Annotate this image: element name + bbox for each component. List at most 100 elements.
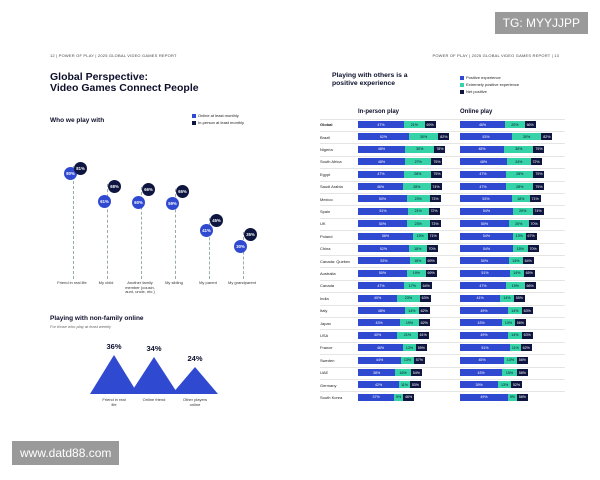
stem-line: [106, 184, 108, 279]
category-label: My child: [98, 280, 114, 285]
segment-net-positive: 55%: [513, 294, 525, 302]
country-label: Nigeria: [320, 147, 333, 152]
segment-positive: 46%: [460, 121, 506, 128]
segment-extremely-positive: 17%: [404, 282, 421, 290]
segment-positive: 47%: [358, 121, 405, 128]
segment-positive: 47%: [460, 282, 507, 290]
country-label: Sweden: [320, 357, 335, 363]
country-label: Egypt: [320, 171, 331, 177]
row-divider: [320, 341, 565, 343]
row-divider: [320, 292, 565, 294]
bubble-online: 30%: [234, 239, 247, 253]
online-bar: 43% 15% 58%: [460, 369, 528, 376]
bubble-online: 41%: [200, 223, 213, 237]
segment-net-positive: 71%: [529, 195, 541, 203]
segment-extremely-positive: 18%: [511, 195, 530, 203]
online-bar: 54% 20% 74%: [460, 207, 544, 215]
in-person-bar: 48% 27% 75%: [358, 158, 443, 166]
segment-extremely-positive: 14%: [509, 257, 523, 265]
country-label: UK: [320, 221, 326, 227]
country-label: Brazil: [320, 134, 331, 140]
triangle-other-players: [172, 367, 218, 394]
non-family-heading: Playing with non-family online: [50, 315, 144, 322]
country-label: Australia: [320, 271, 336, 276]
in-person-bar: 56% 15% 71%: [358, 232, 439, 240]
segment-extremely-positive: 13%: [401, 356, 414, 364]
triangle-online-friend: [130, 357, 178, 394]
online-bar: 49% 14% 63%: [460, 307, 533, 314]
country-label: Italy: [320, 308, 328, 314]
segment-net-positive: 53%: [409, 381, 421, 389]
in-person-bar: 48% 30% 78%: [358, 145, 446, 153]
in-person-bar: 47% 21% 69%: [358, 121, 436, 128]
stem-line: [242, 232, 244, 279]
legend-extremely-positive: Extremely positive experience: [460, 82, 519, 87]
segment-net-positive: 70%: [528, 220, 540, 228]
right-page: POWER OF PLAY | 2025 GLOBAL VIDEO GAMES …: [310, 45, 565, 420]
segment-net-positive: 58%: [516, 393, 528, 401]
segment-net-positive: 72%: [428, 207, 440, 215]
segment-extremely-positive: 14%: [500, 294, 514, 302]
country-label: France: [320, 345, 333, 351]
segment-net-positive: 75%: [533, 183, 545, 190]
bubble-online: 80%: [64, 167, 77, 180]
segment-extremely-positive: 20%: [505, 121, 525, 128]
segment-extremely-positive: 15%: [512, 245, 528, 252]
triangle-friend-real-life: [90, 355, 138, 394]
online-bar: 54% 15% 70%: [460, 245, 539, 252]
title-line-2: Video Games Connect People: [50, 82, 199, 94]
stem-line: [208, 217, 210, 279]
pct-other-players: 24%: [187, 354, 203, 363]
segment-net-positive: 66%: [524, 282, 536, 290]
segment-net-positive: 75%: [533, 170, 545, 178]
in-person-bar: 47% 17% 64%: [358, 282, 432, 290]
legend-online: Online at least monthly: [192, 113, 244, 118]
segment-positive: 54%: [460, 245, 513, 252]
bubble-in-person: 35%: [244, 228, 257, 242]
segment-extremely-positive: 16%: [395, 369, 411, 376]
legend-online-swatch: [192, 113, 196, 118]
segment-positive: 50%: [358, 269, 407, 277]
segment-positive: 42%: [358, 381, 400, 389]
bubble-in-person: 66%: [142, 183, 155, 197]
segment-extremely-positive: 28%: [506, 170, 534, 178]
pct-online-friend: 34%: [146, 344, 162, 353]
watermark-top: TG: MYYJJPP: [494, 12, 588, 34]
bubble-in-person: 65%: [176, 184, 189, 198]
segment-positive: 48%: [358, 145, 406, 153]
segment-extremely-positive: 19%: [506, 282, 525, 290]
row-divider: [320, 230, 565, 232]
segment-net-positive: 62%: [520, 344, 532, 352]
segment-net-positive: 74%: [532, 207, 544, 215]
segment-extremely-positive: 20%: [509, 220, 529, 228]
online-bar: 50% 14% 64%: [460, 257, 534, 265]
bubble-in-person: 68%: [108, 180, 121, 194]
segment-net-positive: 75%: [533, 145, 545, 153]
experience-legend: Positive experience Extremely positive e…: [460, 75, 519, 96]
label-online-friend: Online friend: [142, 397, 166, 402]
country-label: Canada: [320, 283, 335, 289]
segment-extremely-positive: 11%: [399, 381, 410, 389]
segment-net-positive: 64%: [420, 282, 432, 290]
row-divider: [320, 354, 565, 356]
online-bar: 53% 30% 82%: [460, 133, 553, 141]
bubble-in-person: 81%: [74, 161, 87, 175]
in-person-bar: 38% 16% 54%: [358, 369, 422, 376]
in-person-bar: 40% 21% 61%: [358, 331, 429, 339]
bubble-online: 59%: [166, 197, 179, 211]
segment-positive: 54%: [460, 232, 513, 240]
row-divider: [320, 143, 565, 145]
country-label: Canada: Quebec: [320, 258, 351, 264]
online-bar: 53% 18% 71%: [460, 195, 541, 203]
online-bar: 49% 14% 63%: [460, 331, 533, 339]
legend-net-positive: Net positive: [460, 89, 519, 94]
segment-extremely-positive: 18%: [408, 245, 427, 252]
segment-positive: 43%: [460, 369, 503, 376]
segment-net-positive: 62%: [418, 307, 430, 314]
segment-extremely-positive: 21%: [397, 331, 418, 339]
segment-positive: 46%: [358, 183, 404, 190]
segment-net-positive: 61%: [417, 331, 429, 339]
segment-net-positive: 58%: [516, 369, 528, 376]
segment-net-positive: 69%: [425, 257, 437, 265]
segment-positive: 49%: [460, 307, 509, 314]
